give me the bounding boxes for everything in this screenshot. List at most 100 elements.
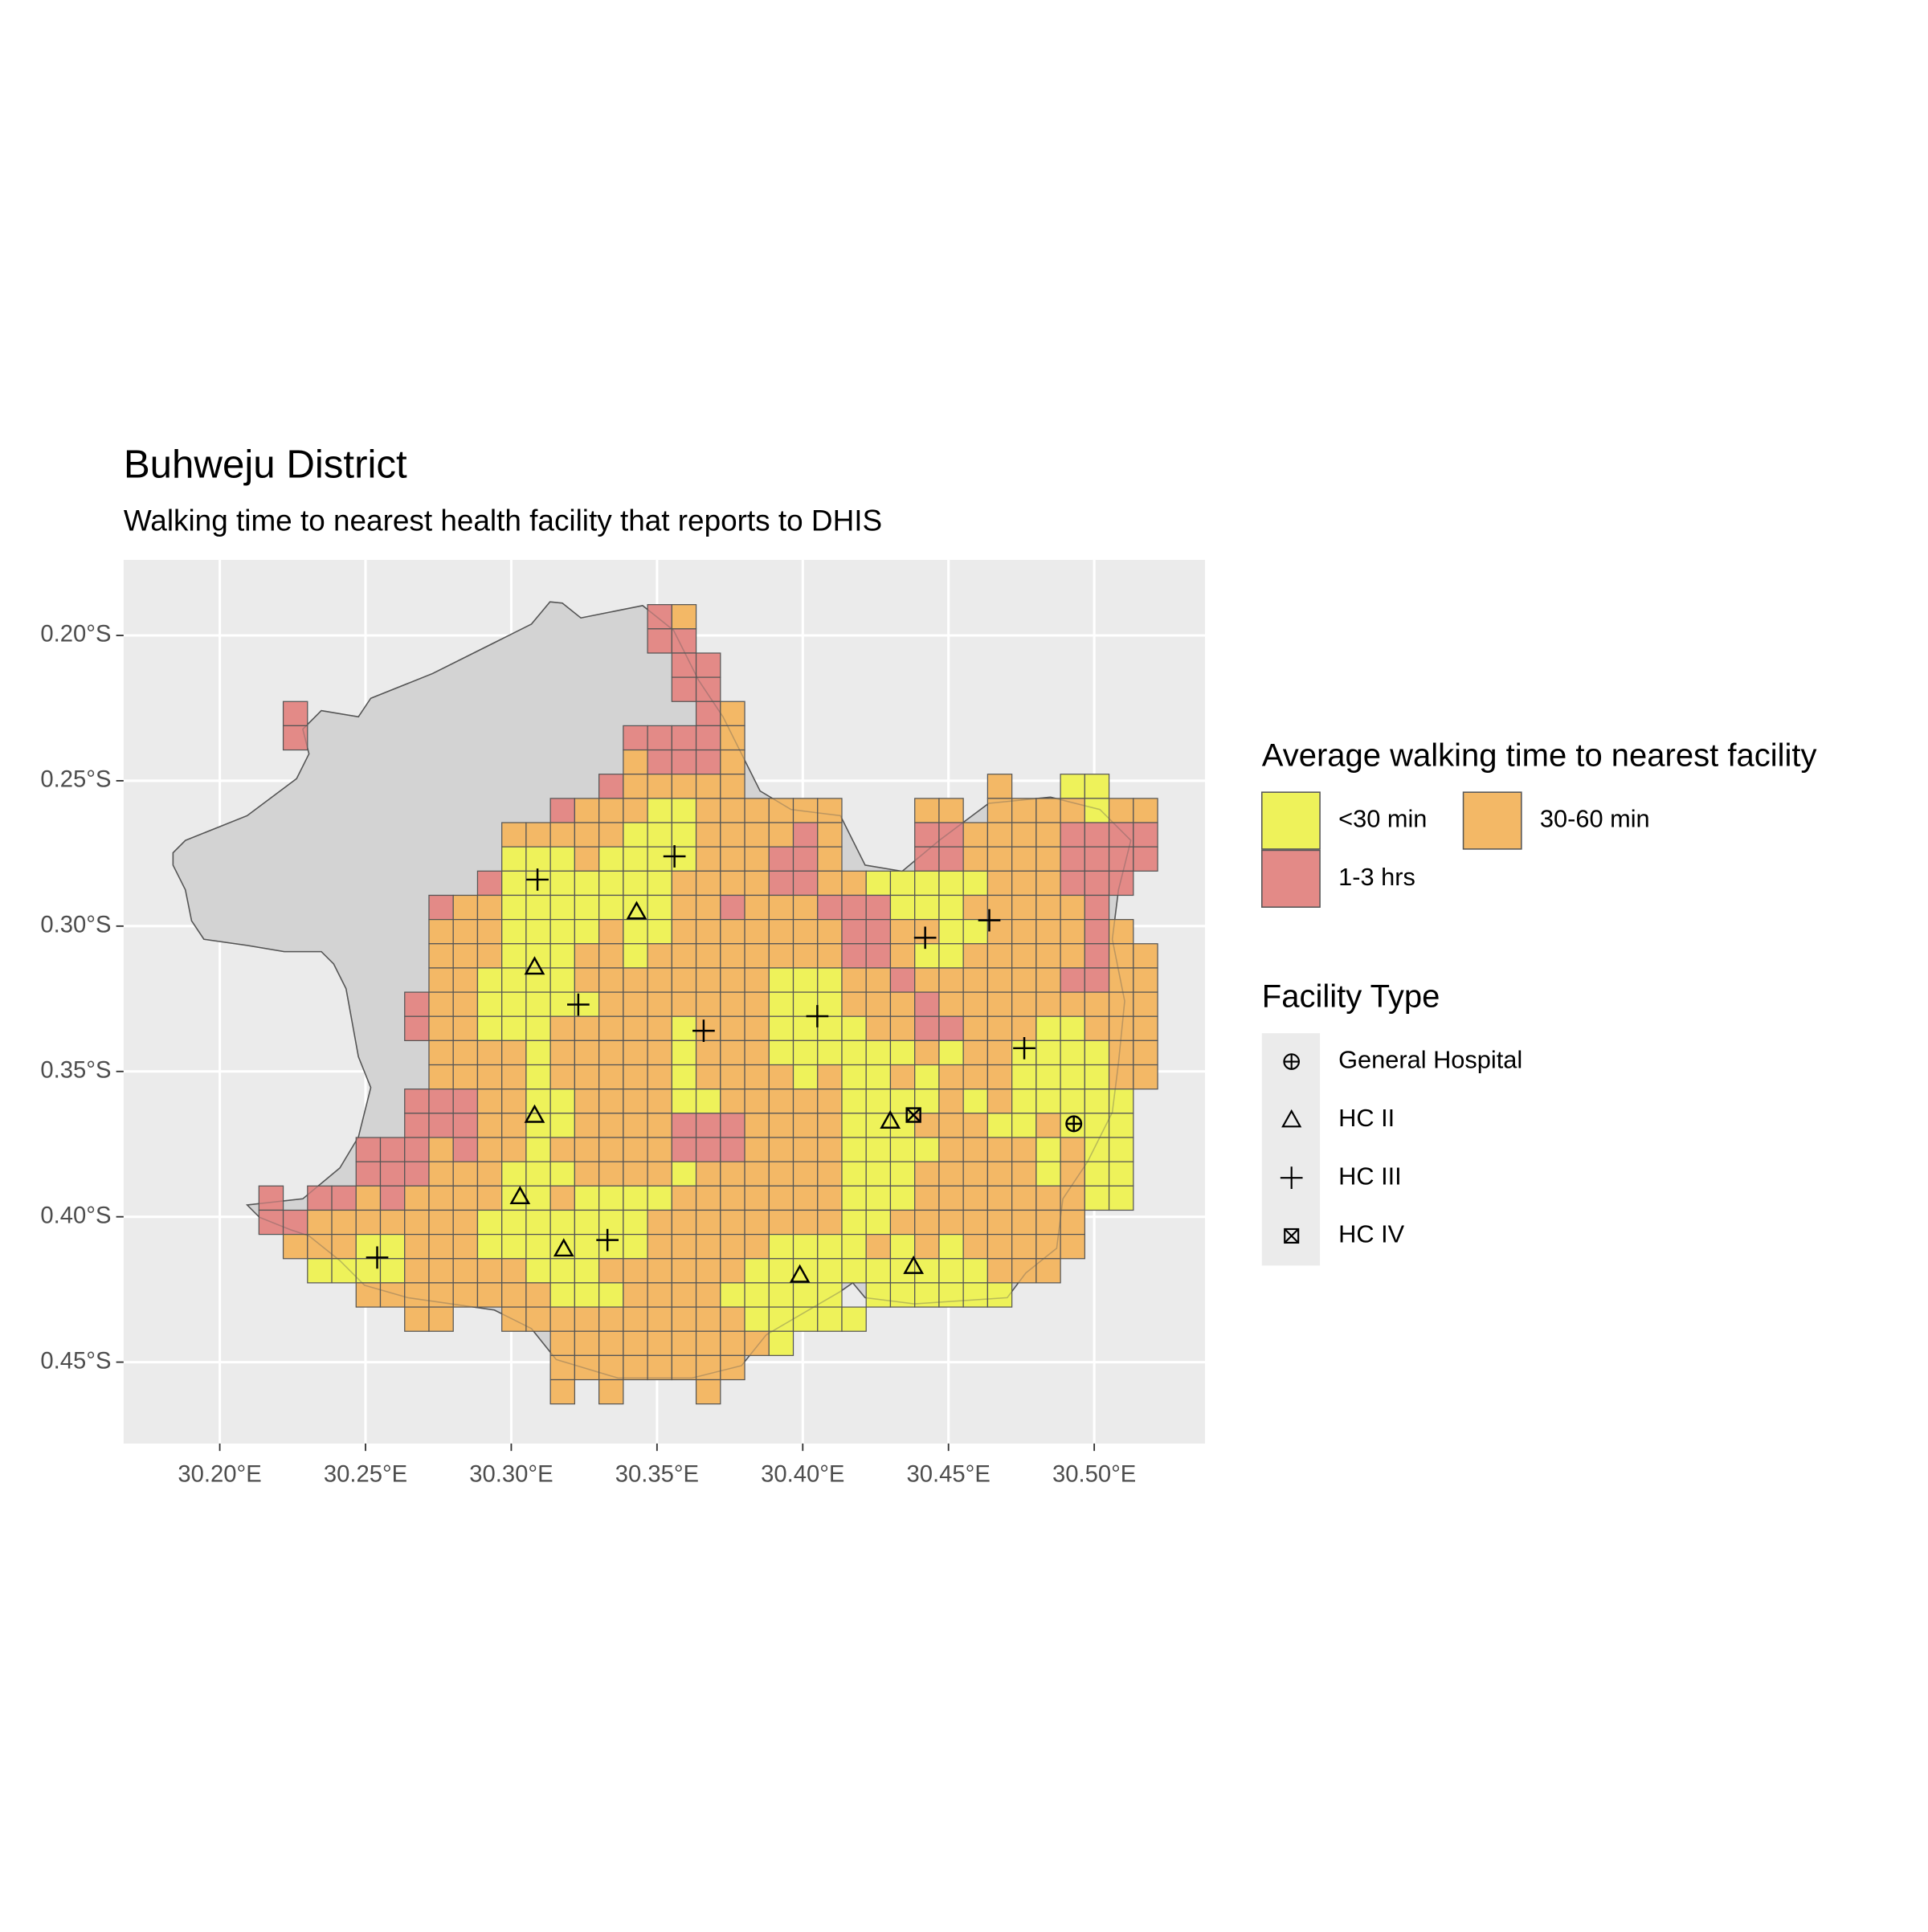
grid-cell bbox=[938, 1040, 964, 1066]
grid-cell bbox=[307, 1185, 333, 1211]
grid-cell bbox=[476, 1258, 503, 1284]
grid-cell bbox=[1060, 1040, 1085, 1066]
grid-cell bbox=[574, 1015, 600, 1042]
grid-cell bbox=[574, 822, 600, 848]
grid-cell bbox=[671, 1137, 697, 1162]
grid-cell bbox=[914, 1185, 940, 1211]
grid-cell bbox=[962, 943, 989, 969]
grid-cell bbox=[476, 870, 503, 897]
grid-cell bbox=[452, 1233, 479, 1260]
shape-legend-title: Facility Type bbox=[1262, 979, 1440, 1015]
grid-cell bbox=[695, 846, 721, 872]
grid-cell bbox=[1060, 1089, 1085, 1114]
grid-cell bbox=[1011, 1258, 1037, 1284]
grid-cell bbox=[889, 1233, 916, 1260]
grid-cell bbox=[865, 1233, 892, 1260]
grid-cell bbox=[623, 1209, 648, 1236]
grid-cell bbox=[671, 1233, 697, 1260]
marker-part bbox=[526, 868, 549, 891]
grid-cell bbox=[501, 1113, 527, 1138]
facility-point bbox=[524, 956, 545, 975]
grid-cell bbox=[841, 870, 867, 897]
legend-label: General Hospital bbox=[1338, 1046, 1522, 1074]
grid-cell bbox=[914, 1282, 940, 1308]
y-tick-label: 0.25°S bbox=[40, 767, 111, 793]
grid-cell bbox=[525, 1161, 551, 1187]
grid-cell bbox=[549, 1306, 576, 1332]
chart-title: Buhweju District bbox=[124, 443, 407, 487]
grid-cell bbox=[452, 1137, 479, 1162]
grid-cell bbox=[841, 894, 867, 921]
grid-cell bbox=[549, 822, 576, 848]
grid-cell bbox=[889, 1282, 916, 1308]
grid-cell bbox=[1011, 894, 1037, 921]
grid-cell bbox=[331, 1233, 357, 1260]
grid-cell bbox=[476, 1040, 503, 1066]
grid-cell bbox=[938, 822, 964, 848]
grid-cell bbox=[549, 1015, 576, 1042]
grid-cell bbox=[1084, 798, 1110, 823]
grid-cell bbox=[744, 967, 770, 993]
grid-cell bbox=[428, 943, 454, 969]
grid-cell bbox=[671, 943, 697, 969]
grid-cell bbox=[986, 919, 1013, 945]
grid-cell bbox=[476, 894, 503, 921]
grid-cell bbox=[841, 1015, 867, 1042]
grid-cell bbox=[720, 967, 745, 993]
grid-cell bbox=[574, 870, 600, 897]
grid-cell bbox=[671, 1282, 697, 1308]
grid-cell bbox=[817, 1064, 843, 1090]
grid-cell bbox=[379, 1282, 406, 1308]
grid-cell bbox=[647, 749, 672, 775]
grid-cell bbox=[598, 1040, 624, 1066]
grid-cell bbox=[476, 967, 503, 993]
grid-cell bbox=[501, 1282, 527, 1308]
grid-cell bbox=[476, 1089, 503, 1114]
grid-cell bbox=[938, 1161, 964, 1187]
grid-cell bbox=[720, 870, 745, 897]
grid-cell bbox=[817, 798, 843, 823]
grid-cell bbox=[817, 1209, 843, 1236]
grid-cell bbox=[792, 1040, 819, 1066]
grid-cell bbox=[671, 725, 697, 751]
legend-key-background bbox=[1261, 1033, 1321, 1266]
grid-cell bbox=[525, 846, 551, 872]
grid-cell bbox=[598, 1379, 624, 1405]
grid-cell bbox=[768, 1258, 794, 1284]
grid-cell bbox=[695, 991, 721, 1017]
grid-cell bbox=[1060, 774, 1085, 799]
grid-cell bbox=[671, 967, 697, 993]
grid-cell bbox=[574, 1161, 600, 1187]
grid-cell bbox=[598, 943, 624, 969]
grid-cell bbox=[962, 967, 989, 993]
grid-cell bbox=[428, 1089, 454, 1114]
grid-cell bbox=[671, 870, 697, 897]
grid-cell bbox=[914, 1209, 940, 1236]
grid-cell bbox=[720, 1137, 745, 1162]
grid-cell bbox=[549, 798, 576, 823]
grid-cell bbox=[476, 1113, 503, 1138]
grid-cell bbox=[744, 1015, 770, 1042]
grid-cell bbox=[744, 1209, 770, 1236]
grid-cell bbox=[792, 846, 819, 872]
grid-cell bbox=[355, 1161, 382, 1187]
grid-cell bbox=[1011, 1209, 1037, 1236]
grid-cell bbox=[792, 1282, 819, 1308]
grid-cell bbox=[549, 1040, 576, 1066]
grid-cell bbox=[671, 604, 697, 630]
grid-cell bbox=[307, 1258, 333, 1284]
grid-cell bbox=[574, 1185, 600, 1211]
grid-cell bbox=[889, 967, 916, 993]
grid-cell bbox=[817, 1015, 843, 1042]
grid-cell bbox=[501, 1089, 527, 1114]
grid-cell bbox=[695, 1209, 721, 1236]
grid-cell bbox=[1035, 1015, 1061, 1042]
grid-cell bbox=[549, 1379, 576, 1405]
grid-cell bbox=[623, 1185, 648, 1211]
grid-cell bbox=[452, 1113, 479, 1138]
grid-cell bbox=[647, 846, 672, 872]
grid-cell bbox=[379, 1233, 406, 1260]
grid-cell bbox=[574, 1258, 600, 1284]
grid-cell bbox=[671, 1258, 697, 1284]
grid-cell bbox=[720, 749, 745, 775]
